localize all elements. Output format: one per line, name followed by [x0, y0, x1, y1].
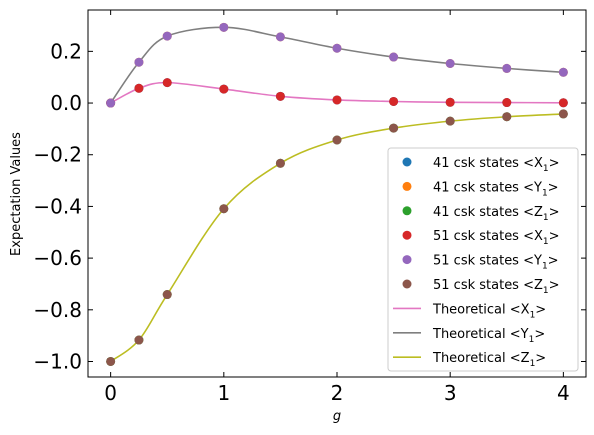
- data-point-s3-6: [389, 97, 398, 106]
- y-tick-label-5: 0.0: [50, 91, 82, 115]
- data-point-s3-4: [276, 92, 285, 101]
- data-point-s3-1: [134, 84, 143, 93]
- data-point-s3-8: [502, 98, 511, 107]
- legend-swatch-3: [403, 231, 412, 240]
- legend-swatch-2: [403, 206, 412, 215]
- data-point-s3-7: [446, 98, 455, 107]
- data-point-s3-2: [163, 78, 172, 87]
- data-point-s4-6: [389, 53, 398, 62]
- data-point-s4-0: [106, 99, 115, 108]
- x-tick-label-1: 1: [217, 381, 230, 405]
- data-point-s5-2: [163, 290, 172, 299]
- x-axis-label: g: [333, 409, 341, 424]
- y-tick-label-2: −0.6: [33, 246, 82, 270]
- y-tick-label-3: −0.4: [33, 194, 82, 218]
- theory-line-7: [111, 27, 564, 103]
- data-point-s4-9: [559, 68, 568, 77]
- x-tick-label-2: 2: [331, 381, 344, 405]
- legend-swatch-1: [403, 182, 412, 191]
- data-point-s3-5: [333, 95, 342, 104]
- x-tick-label-0: 0: [104, 381, 117, 405]
- data-point-s5-9: [559, 109, 568, 118]
- data-point-s4-2: [163, 32, 172, 41]
- data-point-s5-0: [106, 357, 115, 366]
- data-point-s5-8: [502, 112, 511, 121]
- data-point-s5-5: [333, 136, 342, 145]
- legend-swatch-0: [403, 158, 412, 167]
- legend: 41 csk states <X1>41 csk states <Y1>41 c…: [388, 148, 578, 371]
- data-point-s5-6: [389, 124, 398, 133]
- data-point-s4-1: [134, 58, 143, 67]
- data-point-s5-1: [134, 336, 143, 345]
- x-tick-label-3: 3: [444, 381, 457, 405]
- y-axis-label: Expectation Values: [9, 132, 24, 256]
- data-point-s5-7: [446, 117, 455, 126]
- data-point-s4-5: [333, 44, 342, 53]
- y-tick-label-6: 0.2: [50, 39, 82, 63]
- data-point-s4-8: [502, 64, 511, 73]
- y-tick-label-1: −0.8: [33, 298, 82, 322]
- y-tick-label-4: −0.2: [33, 143, 82, 167]
- x-tick-label-4: 4: [557, 381, 570, 405]
- data-point-s3-3: [219, 85, 228, 94]
- data-point-s5-3: [219, 204, 228, 213]
- data-point-s4-3: [219, 23, 228, 32]
- y-tick-label-0: −1.0: [33, 349, 82, 373]
- data-point-s3-9: [559, 98, 568, 107]
- data-point-s4-7: [446, 59, 455, 68]
- data-point-s4-4: [276, 32, 285, 41]
- data-point-s5-4: [276, 159, 285, 168]
- legend-swatch-4: [403, 255, 412, 264]
- legend-swatch-5: [403, 280, 412, 289]
